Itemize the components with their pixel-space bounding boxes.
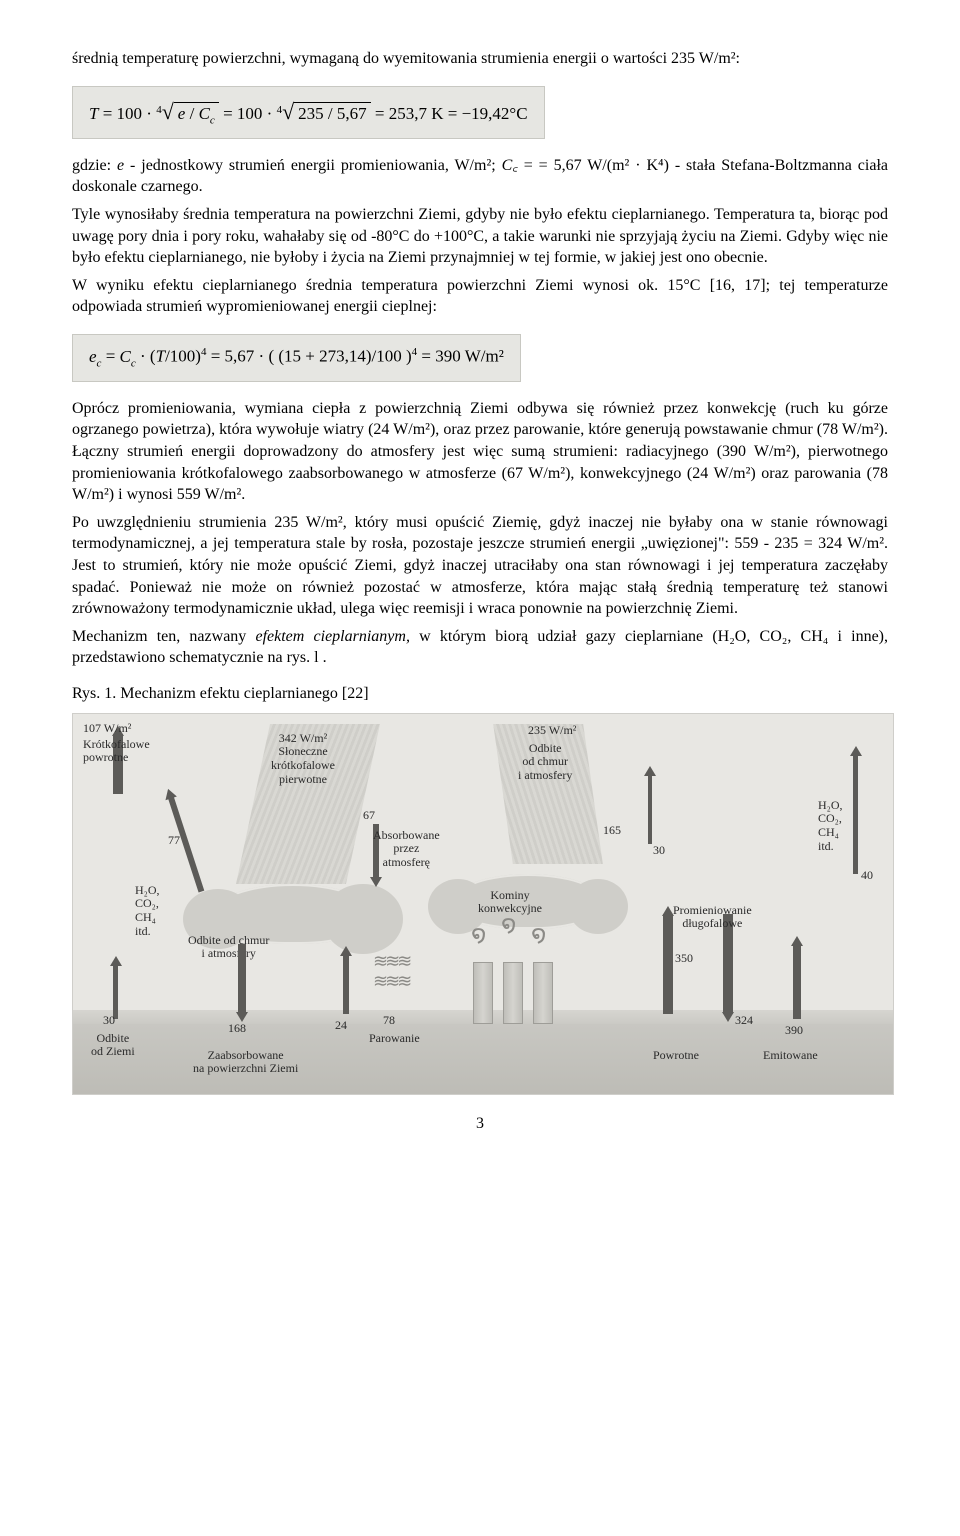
arrow-350 bbox=[663, 914, 673, 1014]
equation-2: ec = Cc · (T/100)4 = 5,67 · ( (15 + 273,… bbox=[72, 334, 521, 382]
label-refl-atm: Odbite od chmur i atmosfery bbox=[518, 742, 572, 783]
label-refl-cloud: Odbite od chmur i atmosfery bbox=[188, 934, 269, 962]
paragraph-6: Mechanizm ten, nazwany efektem cieplarni… bbox=[72, 626, 888, 669]
label-165: 165 bbox=[603, 824, 621, 838]
label-78: 78 bbox=[383, 1014, 395, 1028]
label-30a: 30 bbox=[653, 844, 665, 858]
greenhouse-diagram: 107 W/m² Krótkofalowe powrotne 342 W/m² … bbox=[72, 713, 894, 1095]
txt: Mechanizm ten, nazwany bbox=[72, 628, 255, 645]
where-paragraph: gdzie: e - jednostkowy strumień energii … bbox=[72, 155, 888, 198]
page-number: 3 bbox=[72, 1113, 888, 1135]
label-390: 390 bbox=[785, 1024, 803, 1038]
arrow-refl-ground bbox=[113, 964, 118, 1019]
arrow-168 bbox=[238, 944, 246, 1014]
spiral-3: ໑ bbox=[531, 919, 546, 951]
txt: - jednostkowy strumień energii promienio… bbox=[124, 157, 501, 174]
label-returned: Powrotne bbox=[653, 1049, 699, 1063]
arrow-40 bbox=[853, 754, 858, 874]
label-67: 67 bbox=[363, 809, 375, 823]
label-168: 168 bbox=[228, 1022, 246, 1036]
label-shortwave-return: Krótkofalowe powrotne bbox=[83, 738, 150, 766]
label-convection: Kominy konwekcyjne bbox=[478, 889, 542, 917]
label-absorbed: Absorbowane przez atmosferę bbox=[373, 829, 440, 870]
chimney-2 bbox=[503, 962, 523, 1024]
label-30b: 30 bbox=[103, 1014, 115, 1028]
label-24: 24 bbox=[335, 1019, 347, 1033]
spiral-1: ໑ bbox=[471, 919, 486, 951]
equation-1: T = 100 · 4√e / Cc = 100 · 4√235 / 5,67 … bbox=[72, 86, 545, 139]
label-40: 40 bbox=[861, 869, 873, 883]
chimney-1 bbox=[473, 962, 493, 1024]
paragraph-4: Oprócz promieniowania, wymiana ciepła z … bbox=[72, 398, 888, 506]
chimney-3 bbox=[533, 962, 553, 1024]
sym-cc: C꜀ bbox=[502, 157, 518, 174]
txt-italic: efektem cieplarnianym, bbox=[255, 628, 409, 645]
label-solar: 342 W/m² Słoneczne krótkofalowe pierwotn… bbox=[271, 732, 335, 787]
label-324: 324 bbox=[735, 1014, 753, 1028]
label-refl-ground: Odbite od Ziemi bbox=[91, 1032, 135, 1060]
label-absorbed-surface: Zaabsorbowane na powierzchni Ziemi bbox=[193, 1049, 298, 1077]
arrow-24 bbox=[343, 954, 349, 1014]
label-107: 107 W/m² bbox=[83, 722, 131, 736]
label-gases-right: H₂O, CO₂, CH₄ itd. bbox=[818, 799, 843, 854]
label-evap: Parowanie bbox=[369, 1032, 420, 1046]
paragraph-2: Tyle wynosiłaby średnia temperatura na p… bbox=[72, 204, 888, 269]
label-235: 235 W/m² bbox=[528, 724, 576, 738]
label-350: 350 bbox=[675, 952, 693, 966]
label-gases-left: H₂O, CO₂, CH₄ itd. bbox=[135, 884, 160, 939]
paragraph-3: W wyniku efektu cieplarnianego średnia t… bbox=[72, 275, 888, 318]
label-ir: Promieniowanie długofalowe bbox=[673, 904, 752, 932]
intro-paragraph: średnią temperaturę powierzchni, wymagan… bbox=[72, 48, 888, 70]
arrow-390 bbox=[793, 944, 801, 1019]
paragraph-5: Po uwzględnieniu strumienia 235 W/m², kt… bbox=[72, 512, 888, 620]
label-emitted: Emitowane bbox=[763, 1049, 818, 1063]
label-77: 77 bbox=[168, 834, 180, 848]
txt: gdzie: bbox=[72, 157, 117, 174]
figure-caption: Rys. 1. Mechanizm efektu cieplarnianego … bbox=[72, 683, 888, 705]
arrow-30-a bbox=[648, 774, 652, 844]
evap-squiggle2: ≋≋≋ bbox=[373, 969, 409, 993]
